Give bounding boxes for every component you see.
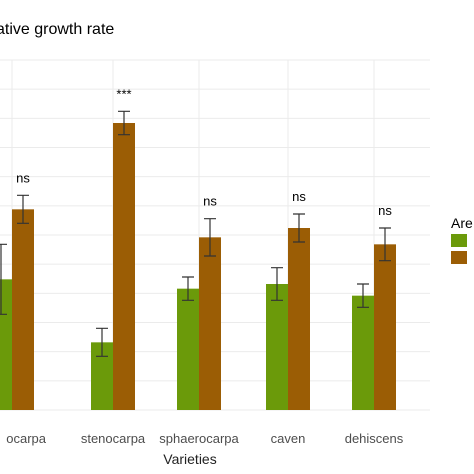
- legend: Are: [451, 215, 473, 264]
- chart-title: ative growth rate: [0, 21, 114, 38]
- bar-ocarpa-series-1: [0, 279, 12, 410]
- significance-label: ns: [292, 189, 306, 204]
- bar-ocarpa-series-2: [12, 209, 34, 410]
- error-bar-dehiscens-series-2: [379, 227, 391, 262]
- bar-stenocarpa-series-1: [91, 342, 113, 410]
- bars: [0, 123, 396, 410]
- error-bar-dehiscens-series-1: [357, 283, 369, 308]
- significance-label: ns: [16, 170, 30, 185]
- x-tick-label: ocarpa: [6, 431, 47, 446]
- bar-caven-series-2: [288, 228, 310, 410]
- legend-key-series-2: [451, 251, 467, 264]
- significance-labels: ns *** ns ns ns: [16, 86, 392, 218]
- significance-label: ***: [116, 86, 131, 101]
- error-bar-ocarpa-series-1: [0, 243, 7, 315]
- error-bar-caven-series-1: [271, 267, 283, 301]
- bar-dehiscens-series-1: [352, 295, 374, 410]
- legend-key-series-1: [451, 234, 467, 247]
- bar-stenocarpa-series-2: [113, 123, 135, 410]
- significance-label: ns: [203, 194, 217, 209]
- error-bar-sphaerocarpa-series-1: [182, 276, 194, 301]
- error-bar-sphaerocarpa-series-2: [204, 218, 216, 257]
- x-tick-label: dehiscens: [345, 431, 404, 446]
- error-bar-caven-series-2: [293, 213, 305, 243]
- x-tick-labels: ocarpa stenocarpa sphaerocarpa caven dehisce…: [6, 431, 404, 446]
- legend-title: Are: [451, 215, 473, 231]
- x-axis-title: Varieties: [163, 451, 216, 467]
- bar-sphaerocarpa-series-1: [177, 288, 199, 410]
- x-tick-label: stenocarpa: [81, 431, 146, 446]
- bar-sphaerocarpa-series-2: [199, 237, 221, 410]
- error-bars: [0, 110, 391, 357]
- significance-label: ns: [378, 203, 392, 218]
- bar-dehiscens-series-2: [374, 244, 396, 410]
- error-bar-stenocarpa-series-2: [118, 110, 130, 136]
- x-tick-label: sphaerocarpa: [159, 431, 239, 446]
- x-tick-label: caven: [271, 431, 306, 446]
- error-bar-stenocarpa-series-1: [96, 327, 108, 357]
- error-bar-ocarpa-series-2: [17, 194, 29, 224]
- bar-caven-series-1: [266, 284, 288, 410]
